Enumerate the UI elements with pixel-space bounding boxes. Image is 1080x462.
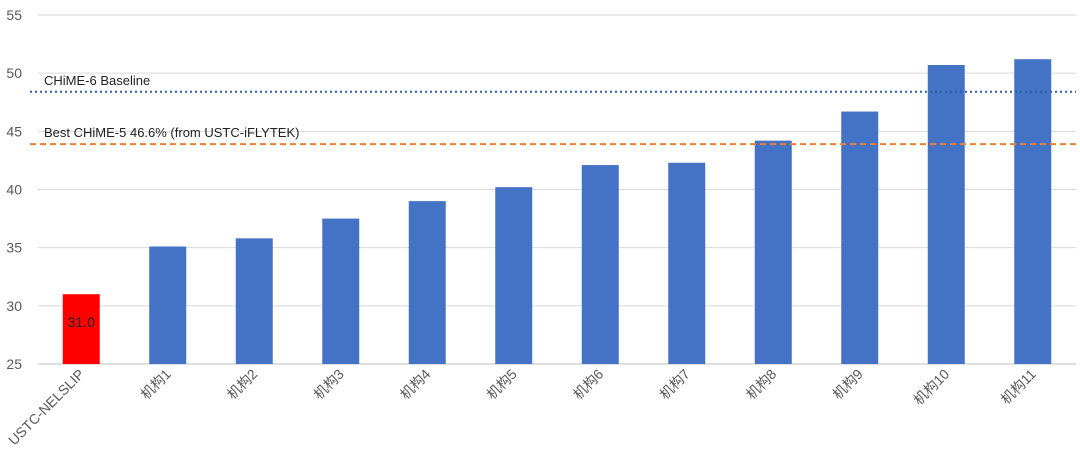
y-tick-label: 50	[6, 65, 22, 81]
bar-7	[581, 165, 619, 364]
bar-8	[668, 162, 706, 364]
y-tick-label: 55	[6, 7, 22, 23]
bar-3	[235, 238, 273, 364]
data-label: 31.0	[68, 314, 95, 330]
bar-1	[62, 294, 100, 364]
y-tick-label: 45	[6, 123, 22, 139]
y-tick-label: 30	[6, 298, 22, 314]
reference-lines: CHiME-6 Baseline Best CHiME-5 46.6% (from…	[30, 73, 1076, 146]
bars	[62, 59, 1052, 365]
data-labels: 31.0	[68, 314, 95, 330]
x-tick-label: 机构8	[743, 366, 780, 403]
y-axis-ticks: 25 30 35 40 45 50 55	[6, 7, 22, 372]
bar-10	[841, 111, 879, 364]
x-tick-label: 机构6	[570, 366, 607, 403]
reference-line-label: CHiME-6 Baseline	[44, 73, 150, 88]
x-tick-label: 机构9	[829, 366, 866, 403]
bar-2	[149, 246, 187, 364]
y-tick-label: 40	[6, 182, 22, 198]
y-tick-label: 35	[6, 240, 22, 256]
x-tick-label: 机构2	[224, 366, 261, 403]
x-axis-ticks: USTC-NELSLIP 机构1 机构2 机构3 机构4 机构5 机构6 机构7 机构8 机构9 机…	[5, 366, 1039, 448]
bar-9	[754, 140, 792, 364]
grid-lines	[38, 14, 1076, 365]
bar-12	[1014, 59, 1052, 364]
x-tick-label: 机构5	[483, 366, 520, 403]
x-tick-label: 机构11	[997, 366, 1039, 408]
x-tick-label: USTC-NELSLIP	[5, 366, 87, 448]
x-tick-label: 机构10	[910, 366, 952, 408]
x-tick-label: 机构7	[656, 366, 693, 403]
bar-4	[322, 218, 360, 364]
x-tick-label: 机构4	[397, 366, 434, 403]
reference-line-label: Best CHiME-5 46.6% (from USTC-iFLYTEK)	[44, 125, 299, 140]
bar-6	[495, 187, 533, 364]
x-tick-label: 机构1	[137, 366, 174, 403]
x-tick-label: 机构3	[310, 366, 347, 403]
bar-11	[927, 65, 965, 365]
bar-5	[408, 201, 446, 364]
y-tick-label: 25	[6, 356, 22, 372]
